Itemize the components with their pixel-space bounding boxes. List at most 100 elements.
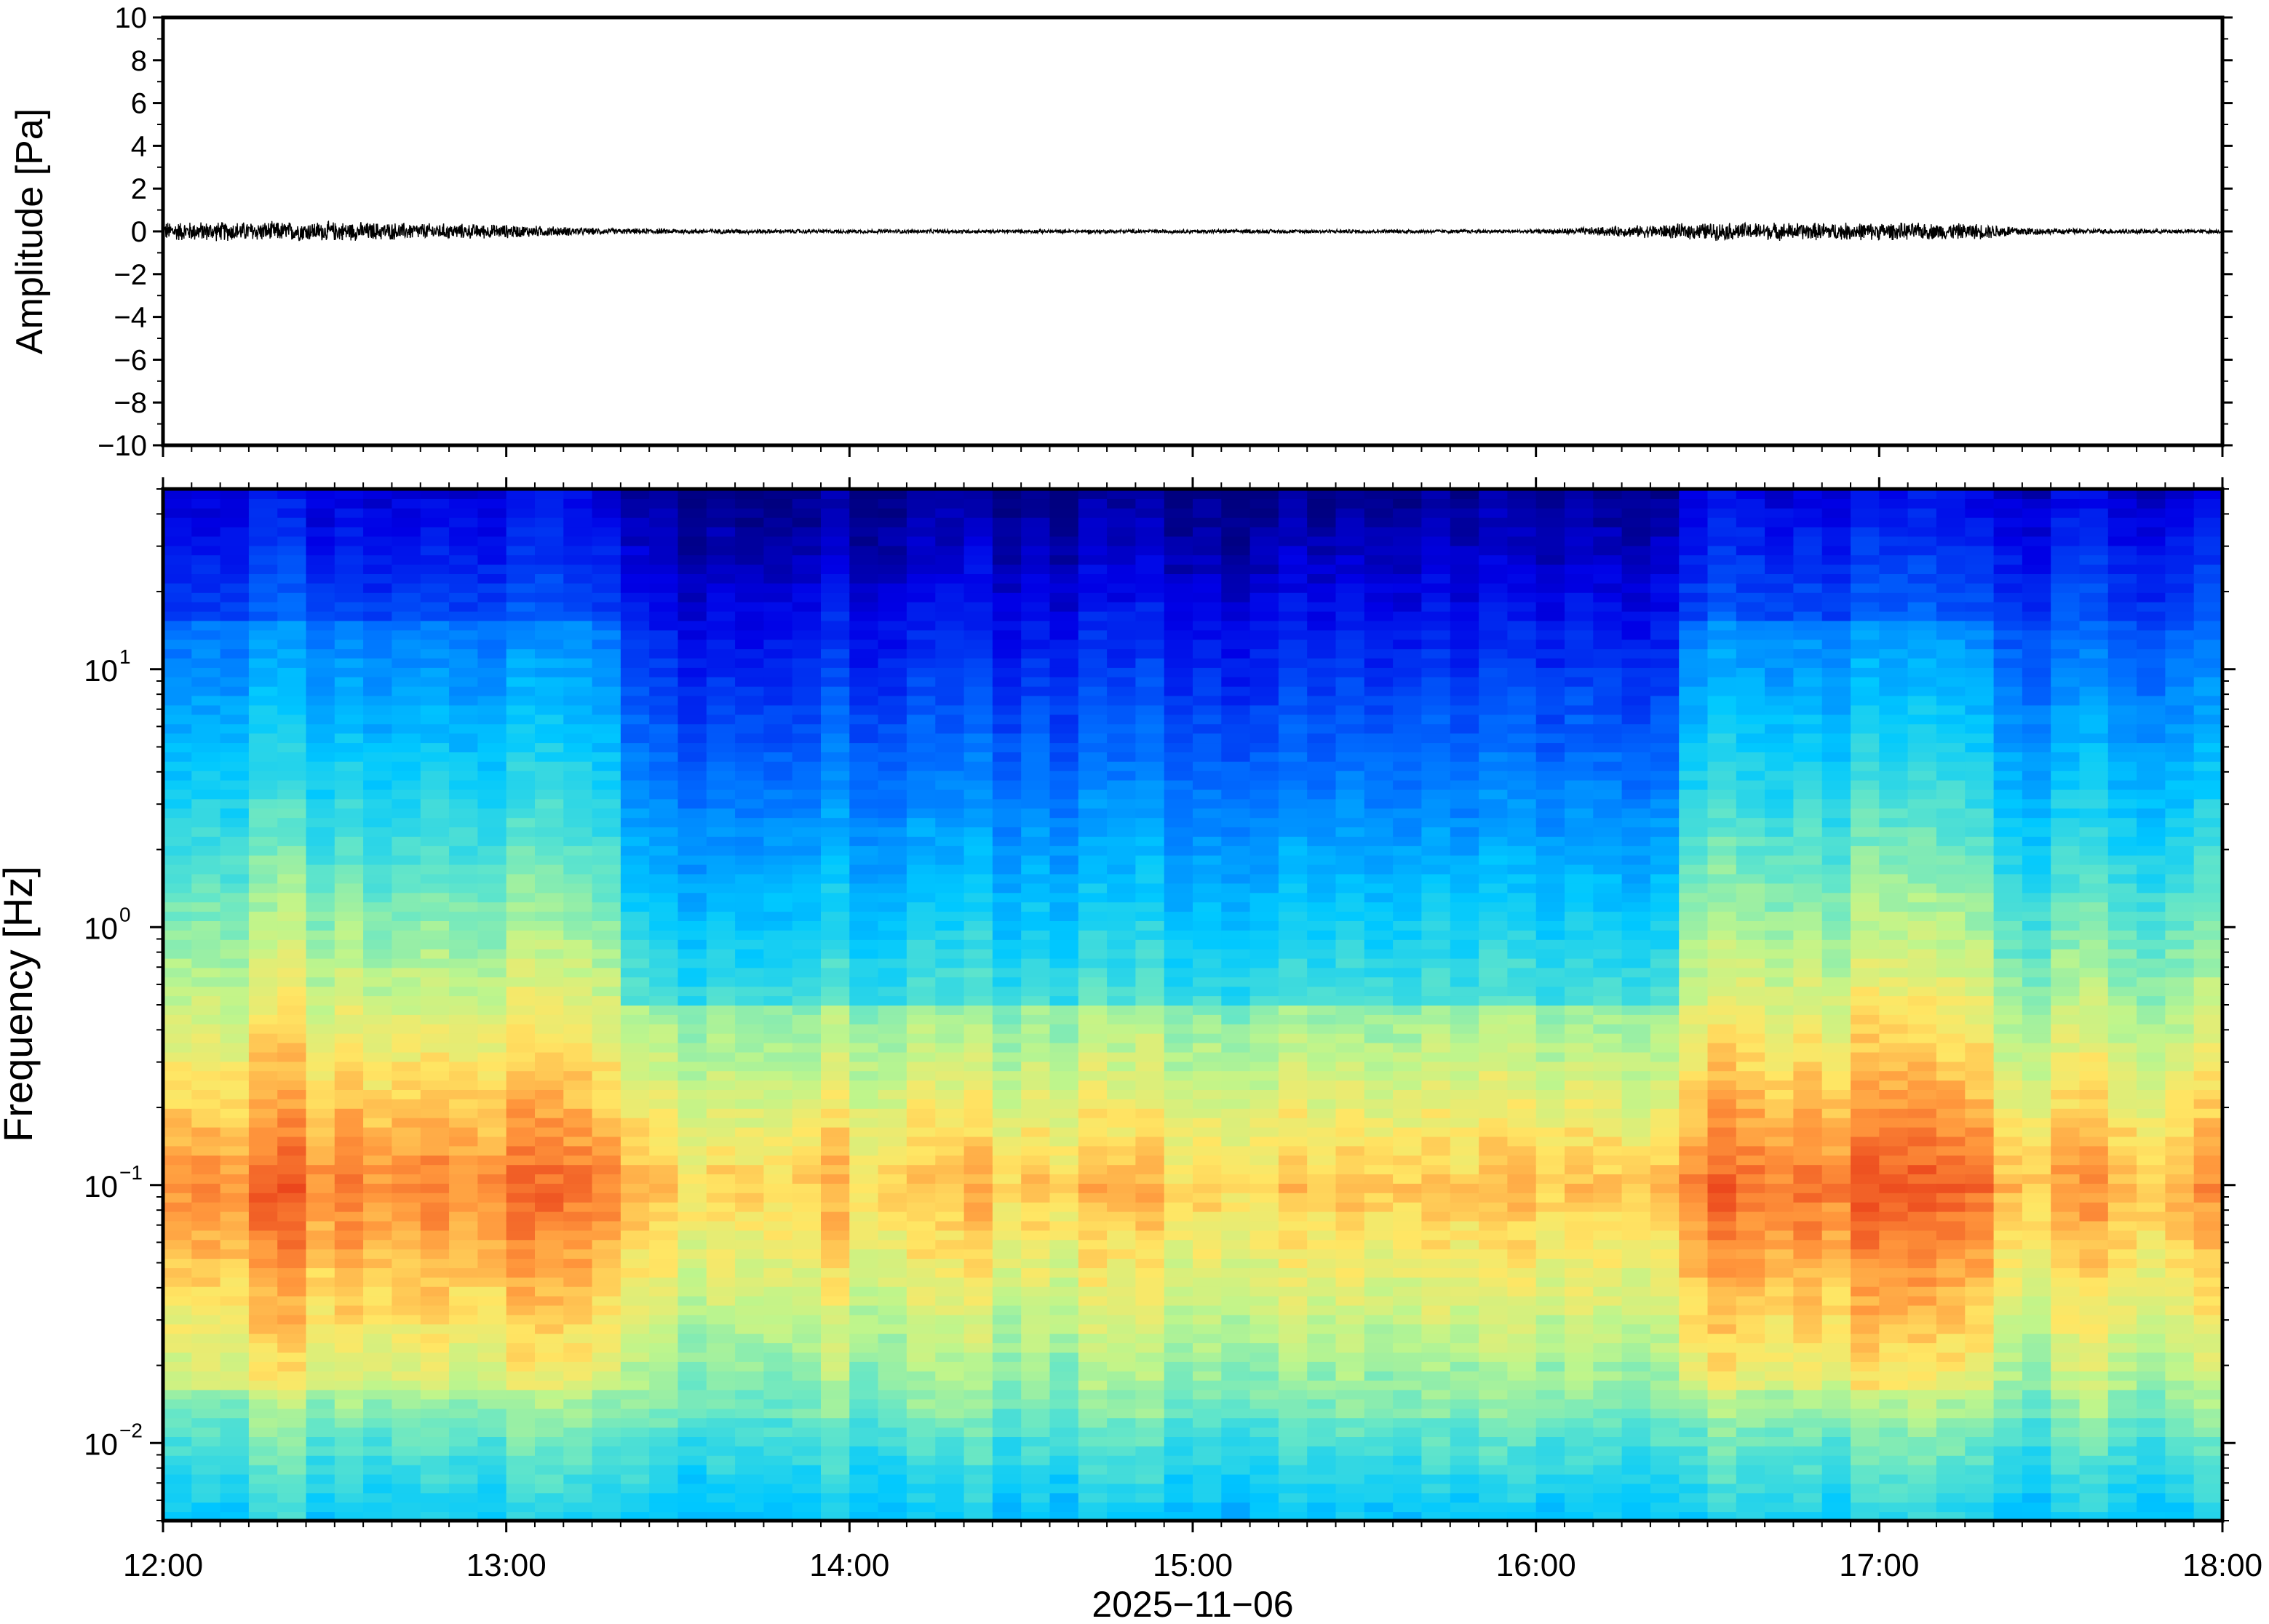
spectrogram-cell bbox=[1335, 620, 1365, 631]
spectrogram-cell bbox=[477, 1089, 507, 1099]
spectrogram-cell bbox=[334, 1305, 365, 1315]
spectrogram-cell bbox=[163, 1333, 193, 1344]
spectrogram-cell bbox=[592, 733, 621, 744]
spectrogram-cell bbox=[306, 1192, 335, 1203]
spectrogram-cell bbox=[191, 1155, 221, 1166]
spectrogram-cell bbox=[821, 1107, 851, 1118]
spectrogram-cell bbox=[620, 1182, 651, 1193]
spectrogram-cell bbox=[1193, 1201, 1223, 1212]
spectrogram-cell bbox=[963, 695, 993, 706]
spectrogram-cell bbox=[306, 1464, 335, 1475]
spectrogram-cell bbox=[1107, 1182, 1137, 1193]
spectrogram-cell bbox=[535, 1276, 565, 1287]
spectrogram-cell bbox=[163, 798, 193, 809]
spectrogram-cell bbox=[1164, 1155, 1193, 1166]
spectrogram-cell bbox=[1307, 1089, 1337, 1099]
spectrogram-cell bbox=[1335, 1107, 1365, 1118]
spectrogram-cell bbox=[1421, 1408, 1451, 1419]
spectrogram-cell bbox=[306, 948, 335, 959]
spectrogram-cell bbox=[1221, 892, 1251, 903]
spectrogram-cell bbox=[963, 1398, 993, 1409]
spectrogram-cell bbox=[248, 1220, 279, 1231]
spectrogram-cell bbox=[878, 498, 907, 509]
spectrogram-cell bbox=[821, 760, 851, 771]
spectrogram-cell bbox=[277, 1464, 307, 1475]
spectrogram-cell bbox=[449, 1389, 479, 1400]
spectrogram-cell bbox=[334, 1454, 365, 1465]
spectrogram-cell bbox=[792, 695, 822, 706]
spectrogram-cell bbox=[1193, 620, 1223, 631]
spectrogram-cell bbox=[1164, 1276, 1193, 1287]
spectrogram-cell bbox=[191, 1398, 221, 1409]
spectrogram-cell bbox=[1107, 1126, 1137, 1137]
spectrogram-cell bbox=[677, 1239, 707, 1250]
spectrogram-cell bbox=[849, 808, 879, 819]
spectrogram-cell bbox=[1164, 1389, 1193, 1400]
spectrogram-cell bbox=[1021, 873, 1051, 884]
spectrogram-cell bbox=[1164, 1023, 1193, 1034]
spectrogram-cell bbox=[363, 507, 393, 518]
spectrogram-cell bbox=[306, 1089, 335, 1099]
spectrogram-cell bbox=[506, 1342, 536, 1353]
spectrogram-cell bbox=[1164, 658, 1193, 668]
spectrogram-cell bbox=[1078, 1032, 1108, 1043]
spectrogram-cell bbox=[1164, 836, 1193, 846]
spectrogram-cell bbox=[506, 1023, 536, 1034]
spectrogram-cell bbox=[1135, 1155, 1165, 1166]
spectrogram-cell bbox=[449, 1051, 479, 1062]
spectrogram-cell bbox=[649, 573, 679, 584]
spectrogram-cell bbox=[992, 1324, 1022, 1334]
spectrogram-cell bbox=[735, 573, 765, 584]
spectrogram-cell bbox=[420, 639, 450, 650]
spectrogram-cell bbox=[1335, 1492, 1365, 1503]
spectrogram-cell bbox=[1364, 666, 1394, 677]
spectrogram-cell bbox=[420, 629, 450, 640]
spectrogram-cell bbox=[992, 920, 1022, 931]
spectrogram-cell bbox=[878, 592, 907, 602]
spectrogram-cell bbox=[706, 1492, 736, 1503]
spectrogram-cell bbox=[992, 1061, 1022, 1072]
spectrogram-cell bbox=[535, 939, 565, 950]
spectrogram-cell bbox=[1221, 1305, 1251, 1315]
spectrogram-cell bbox=[1335, 1117, 1365, 1128]
spectrogram-cell bbox=[963, 582, 993, 593]
spectrogram-cell bbox=[649, 1361, 679, 1372]
spectrogram-cell bbox=[992, 489, 1022, 499]
spectrogram-cell bbox=[1335, 779, 1365, 790]
spectrogram-cell bbox=[1164, 854, 1193, 865]
spectrogram-cell bbox=[277, 1295, 307, 1306]
spectrogram-cell bbox=[821, 873, 851, 884]
spectrogram-cell bbox=[1107, 1249, 1137, 1259]
spectrogram-cell bbox=[735, 1370, 765, 1381]
spectrogram-cell bbox=[1193, 1361, 1223, 1372]
spectrogram-cell bbox=[392, 564, 421, 574]
spectrogram-cell bbox=[1249, 854, 1279, 865]
spectrogram-cell bbox=[277, 666, 307, 677]
spectrogram-cell bbox=[878, 1314, 907, 1325]
spectrogram-cell bbox=[306, 704, 335, 715]
spectrogram-cell bbox=[878, 892, 907, 903]
spectrogram-cell bbox=[821, 1182, 851, 1193]
spectrogram-cell bbox=[191, 911, 221, 921]
spectrogram-cell bbox=[248, 1492, 279, 1503]
spectrogram-cell bbox=[334, 714, 365, 725]
spectrogram-cell bbox=[821, 817, 851, 828]
spectrogram-cell bbox=[1393, 1258, 1423, 1268]
spectrogram-cell bbox=[506, 939, 536, 950]
spectrogram-cell bbox=[821, 864, 851, 875]
spectrogram-cell bbox=[334, 1427, 365, 1437]
spectrogram-cell bbox=[1135, 836, 1165, 846]
spectrogram-cell bbox=[420, 827, 450, 837]
spectrogram-cell bbox=[248, 1239, 279, 1250]
spectrogram-cell bbox=[1221, 648, 1251, 658]
spectrogram-cell bbox=[449, 1230, 479, 1241]
spectrogram-cell bbox=[1249, 685, 1279, 696]
spectrogram-cell bbox=[735, 536, 765, 546]
spectrogram-cell bbox=[1193, 976, 1223, 987]
spectrogram-cell bbox=[935, 958, 965, 968]
spectrogram-cell bbox=[763, 827, 793, 837]
spectrogram-cell bbox=[1193, 995, 1223, 1006]
spectrogram-cell bbox=[935, 685, 965, 696]
spectrogram-cell bbox=[420, 1239, 450, 1250]
spectrogram-cell bbox=[248, 1305, 279, 1315]
